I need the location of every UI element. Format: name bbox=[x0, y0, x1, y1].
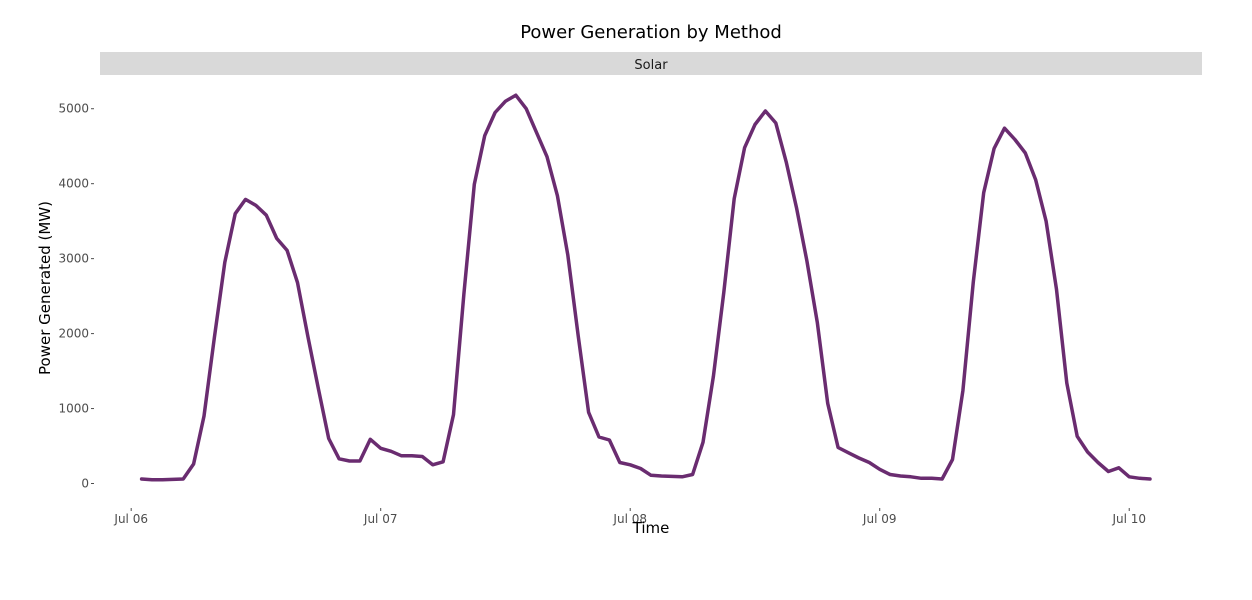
x-tick-label: Jul 06 bbox=[113, 512, 148, 526]
y-tick-label: 1000 bbox=[58, 402, 89, 416]
y-tick-label: 4000 bbox=[58, 177, 89, 191]
chart-title: Power Generation by Method bbox=[520, 22, 782, 43]
x-tick-label: Jul 07 bbox=[363, 512, 398, 526]
y-tick-label: 3000 bbox=[58, 252, 89, 266]
x-axis: Jul 06 Jul 07 Jul 08 Jul 09 Jul 10 bbox=[113, 508, 1146, 526]
facet-strip bbox=[100, 52, 1202, 75]
y-tick-label: 5000 bbox=[58, 102, 89, 116]
facet-strip-label: Solar bbox=[634, 58, 668, 73]
solar-series-line bbox=[139, 93, 1152, 482]
y-axis-title: Power Generated (MW) bbox=[36, 201, 54, 375]
y-axis: 0 1000 2000 3000 4000 5000 bbox=[58, 102, 94, 491]
x-tick-label: Jul 09 bbox=[862, 512, 897, 526]
x-axis-title: Time bbox=[632, 519, 670, 537]
x-tick-label: Jul 10 bbox=[1111, 512, 1146, 526]
x-tick-label: Jul 08 bbox=[612, 512, 647, 526]
y-tick-label: 2000 bbox=[58, 327, 89, 341]
y-tick-label: 0 bbox=[81, 477, 89, 491]
